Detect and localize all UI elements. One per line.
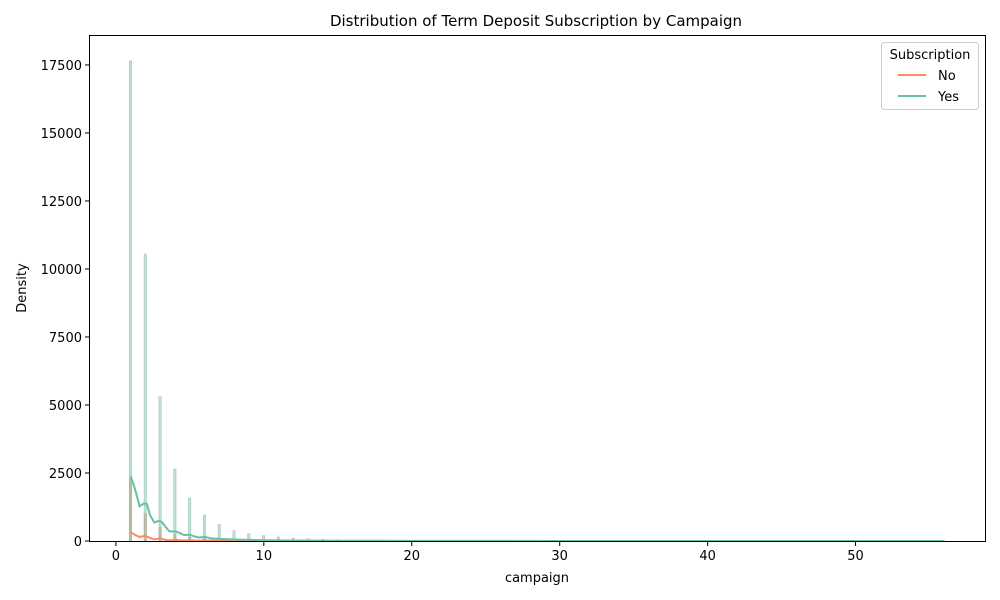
plot-area xyxy=(128,60,945,542)
legend-box xyxy=(881,42,979,110)
x-tick-label: 10 xyxy=(256,549,273,564)
legend-label-no: No xyxy=(938,69,956,84)
y-tick-label: 5000 xyxy=(49,399,82,414)
bar-yes xyxy=(128,60,132,542)
chart-title: Distribution of Term Deposit Subscriptio… xyxy=(330,12,742,30)
x-tick-label: 20 xyxy=(403,549,420,564)
bar-yes xyxy=(143,253,147,542)
legend-title: Subscription xyxy=(890,48,971,63)
x-axis: 0 10 20 30 40 50 xyxy=(112,541,864,564)
y-axis: 0 2500 5000 7500 10000 12500 15000 17500 xyxy=(41,59,90,550)
y-tick-label: 15000 xyxy=(41,127,82,142)
x-tick-label: 30 xyxy=(551,549,568,564)
x-axis-label: campaign xyxy=(505,571,569,586)
y-tick-label: 17500 xyxy=(41,59,82,74)
y-tick-label: 10000 xyxy=(41,263,82,278)
y-tick-label: 12500 xyxy=(41,195,82,210)
x-tick-label: 50 xyxy=(847,549,864,564)
x-tick-label: 0 xyxy=(112,549,120,564)
y-axis-label: Density xyxy=(15,263,30,313)
bar-yes xyxy=(173,468,177,542)
x-tick-label: 40 xyxy=(699,549,716,564)
y-tick-label: 2500 xyxy=(49,467,82,482)
legend: Subscription No Yes xyxy=(881,42,979,110)
y-tick-label: 7500 xyxy=(49,331,82,346)
kde-line-yes xyxy=(129,475,945,542)
bar-yes xyxy=(158,396,162,542)
plot-frame xyxy=(89,35,986,542)
histogram-yes xyxy=(128,60,414,542)
legend-label-yes: Yes xyxy=(937,90,959,105)
y-tick-label: 0 xyxy=(74,535,82,550)
histogram-no xyxy=(128,478,369,542)
